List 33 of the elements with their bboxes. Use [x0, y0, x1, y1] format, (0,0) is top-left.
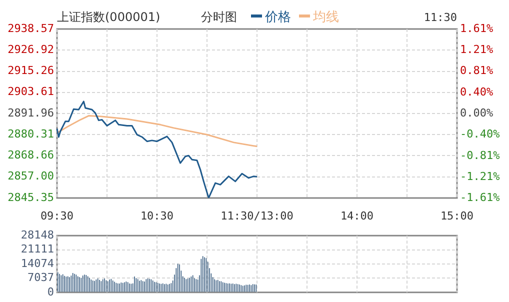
y-tick-label: 0	[47, 285, 54, 298]
y2-tick-label: 0.40%	[460, 85, 494, 98]
y-tick-label: 2926.92	[8, 42, 54, 56]
y-tick-label: 2857.00	[8, 170, 54, 183]
y-tick-label: 2938.57	[8, 22, 54, 35]
chart-title: 上证指数(000001)	[57, 10, 160, 24]
y2-tick-label: 1.61%	[460, 22, 494, 35]
y2-tick-label: 0.81%	[460, 64, 494, 77]
y2-tick-label: -0.40%	[460, 127, 500, 140]
legend-label: 价格	[264, 10, 291, 25]
y-tick-label: 2915.26	[8, 64, 54, 78]
y-tick-label: 7037	[28, 271, 54, 284]
y-tick-label: 2868.66	[8, 148, 54, 162]
y-tick-label: 2903.61	[8, 85, 54, 98]
text: 11:30	[424, 11, 457, 24]
y-tick-label: 28148	[20, 228, 54, 242]
legend-label: 均线	[312, 10, 339, 25]
y-tick-label: 2880.31	[8, 127, 54, 140]
y2-tick-label: -1.61%	[460, 190, 500, 204]
y-tick-label: 21111	[20, 242, 54, 256]
y2-tick-label: -1.21%	[460, 170, 500, 183]
x-tick-label: 15:00	[440, 209, 474, 222]
x-tick-label: 14:00	[340, 209, 374, 222]
y2-tick-label: 1.21%	[460, 42, 494, 56]
y2-tick-label: 0.00%	[460, 106, 494, 120]
y-tick-label: 2845.35	[8, 190, 54, 204]
chart-subtitle: 分时图	[201, 10, 237, 24]
x-tick-label: 09:30	[40, 209, 74, 222]
y-tick-label: 14074	[20, 256, 54, 270]
y-tick-label: 2891.96	[8, 106, 54, 120]
y2-tick-label: -0.81%	[460, 148, 500, 162]
x-tick-label: 11:30/13:00	[220, 209, 294, 222]
x-tick-label: 10:30	[140, 209, 174, 222]
